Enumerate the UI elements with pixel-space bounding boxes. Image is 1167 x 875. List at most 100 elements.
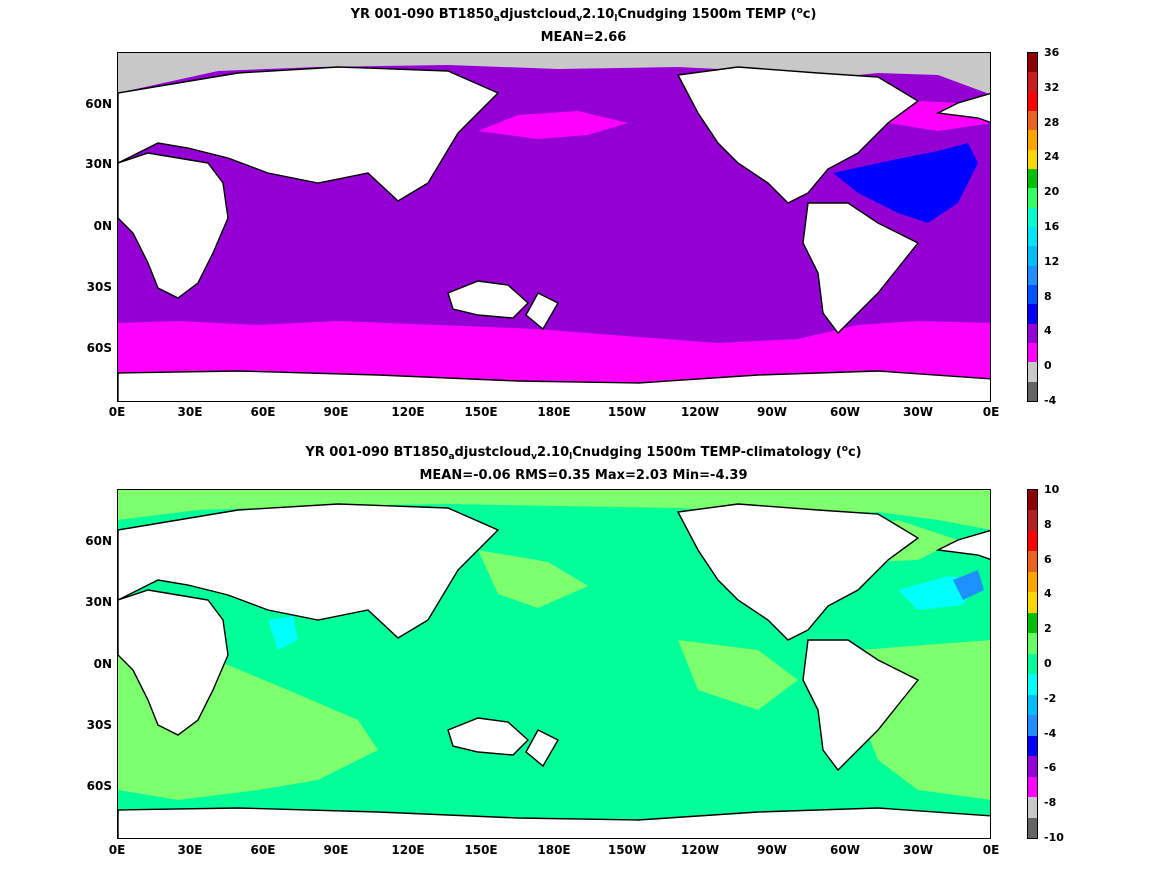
panel1-x-tick: 30W	[903, 405, 933, 419]
panel2-x-tick: 90W	[757, 843, 787, 857]
panel2-x-tick: 150E	[464, 843, 498, 857]
colorbar-segment	[1028, 265, 1037, 285]
panel1-x-tick: 180E	[537, 405, 571, 419]
colorbar-segment	[1028, 53, 1037, 73]
colorbar-segment	[1028, 110, 1037, 131]
colorbar-segment	[1028, 323, 1037, 343]
panel1-map-canvas	[118, 53, 990, 401]
panel2-map	[117, 489, 991, 839]
panel2-arctic-patch	[118, 490, 990, 530]
panel2-x-tick: 30E	[177, 843, 203, 857]
colorbar-segment	[1028, 130, 1037, 150]
colorbar-segment	[1028, 304, 1037, 324]
panel2-x-tick: 60E	[250, 843, 276, 857]
colorbar-segment	[1028, 612, 1037, 634]
panel1-arctic-ice	[118, 53, 990, 95]
colorbar-segment	[1028, 226, 1037, 247]
colorbar-segment	[1028, 571, 1037, 593]
colorbar-segment	[1028, 674, 1037, 695]
panel2-arabian-cyan	[268, 616, 298, 650]
panel1-y-tick: 60S	[86, 341, 112, 355]
panel2-north-pacific-patch	[478, 550, 588, 608]
panel2-y-tick: 0N	[93, 657, 112, 671]
colorbar-segment	[1028, 207, 1037, 227]
panel1-x-tick: 60E	[250, 405, 276, 419]
colorbar-segment	[1028, 72, 1037, 92]
panel1-mean-label: MEAN=2.66	[540, 30, 627, 45]
colorbar-segment	[1028, 91, 1037, 111]
colorbar-label: 20	[1044, 185, 1060, 199]
panel2-x-tick: 120E	[391, 843, 425, 857]
panel2-east-pacific-patch	[678, 640, 798, 710]
panel2-gulfstream-blue	[953, 570, 984, 600]
colorbar-segment	[1028, 756, 1037, 777]
colorbar-label: 36	[1044, 46, 1060, 59]
panel1-y-tick: 30N	[85, 157, 112, 171]
colorbar-label: -8	[1044, 796, 1057, 810]
panel2-x-tick: 150W	[607, 843, 647, 857]
panel1-x-tick: 90W	[757, 405, 787, 419]
colorbar-label: -4	[1044, 726, 1057, 740]
panel2-title: YR 001-090 BT1850adjustcloudv2.10lCnudgi…	[305, 444, 862, 462]
colorbar-segment	[1028, 694, 1037, 716]
colorbar-segment	[1028, 490, 1037, 511]
panel2-stats-label: MEAN=-0.06 RMS=0.35 Max=2.03 Min=-4.39	[419, 468, 748, 483]
colorbar-segment	[1028, 149, 1037, 169]
panel1-atlantic-warm-pool	[833, 143, 978, 223]
colorbar-segment	[1028, 551, 1037, 572]
panel1-x-tick: 120W	[680, 405, 720, 419]
colorbar-label: 0	[1044, 657, 1052, 670]
panel1-y-tick: 0N	[93, 219, 112, 233]
colorbar-label: 28	[1044, 115, 1060, 129]
panel2-y-tick: 60N	[85, 534, 112, 548]
colorbar-segment	[1028, 510, 1037, 531]
panel2-y-tick: 30S	[86, 718, 112, 732]
panel1-x-tick: 120E	[391, 405, 425, 419]
panel1-y-tick: 60N	[85, 97, 112, 111]
panel2-land	[118, 503, 990, 838]
colorbar-segment	[1028, 246, 1037, 266]
panel1-land	[118, 66, 990, 401]
colorbar-label: 10	[1044, 483, 1060, 496]
panel2-x-tick: 0E	[982, 843, 1000, 857]
colorbar-segment	[1028, 284, 1037, 305]
panel2-colorbar	[1027, 489, 1038, 839]
panel2-map-canvas	[118, 490, 990, 838]
colorbar-segment	[1028, 776, 1037, 798]
panel2-x-tick: 90E	[323, 843, 349, 857]
colorbar-segment	[1028, 817, 1037, 838]
panel2-x-tick: 60W	[830, 843, 860, 857]
panel1-y-tick: 30S	[86, 280, 112, 294]
panel1-map	[117, 52, 991, 402]
colorbar-segment	[1028, 381, 1037, 401]
colorbar-segment	[1028, 715, 1037, 736]
colorbar-segment	[1028, 653, 1037, 675]
colorbar-label: -4	[1044, 394, 1057, 407]
colorbar-label: 6	[1044, 552, 1052, 566]
colorbar-label: 4	[1044, 324, 1052, 338]
colorbar-label: -2	[1044, 691, 1057, 705]
panel1-x-tick: 60W	[830, 405, 860, 419]
panel1-x-tick: 150W	[607, 405, 647, 419]
panel2-x-tick: 120W	[680, 843, 720, 857]
colorbar-label: 16	[1044, 220, 1060, 233]
colorbar-segment	[1028, 188, 1037, 208]
panel2-y-tick: 30N	[85, 595, 112, 609]
colorbar-segment	[1028, 633, 1037, 654]
colorbar-label: 4	[1044, 587, 1052, 601]
panel1-x-tick: 30E	[177, 405, 203, 419]
colorbar-label: 24	[1044, 150, 1060, 164]
colorbar-segment	[1028, 735, 1037, 757]
panel1-x-tick: 0E	[982, 405, 1000, 419]
panel2-y-tick: 60S	[86, 779, 112, 793]
panel2-x-tick: 30W	[903, 843, 933, 857]
colorbar-label: 2	[1044, 622, 1052, 636]
colorbar-label: -10	[1044, 831, 1064, 844]
colorbar-segment	[1028, 362, 1037, 382]
colorbar-segment	[1028, 797, 1037, 818]
colorbar-segment	[1028, 530, 1037, 552]
colorbar-label: 0	[1044, 359, 1052, 373]
panel1-north-pacific-band	[478, 111, 628, 139]
panel2-x-tick: 0E	[108, 843, 126, 857]
panel1-x-tick: 0E	[108, 405, 126, 419]
